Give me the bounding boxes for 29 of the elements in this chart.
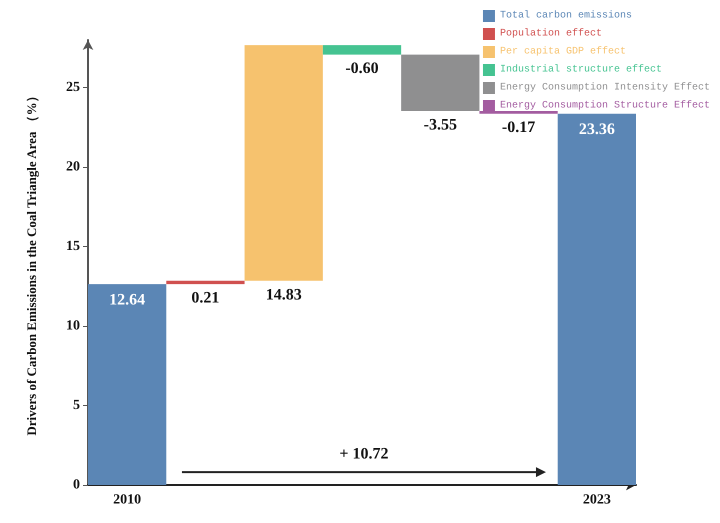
- y-tick-label: 15: [66, 239, 80, 254]
- bar: [322, 45, 402, 55]
- data-label: -0.60: [345, 60, 379, 78]
- legend-label: Population effect: [500, 28, 602, 40]
- legend-label: Energy Consumption Structure Effect: [500, 100, 710, 112]
- data-label: 0.21: [191, 290, 220, 307]
- y-tick-label: 5: [73, 398, 80, 414]
- bar: [166, 280, 245, 284]
- legend-label: Energy Consumption Intensity Effect: [500, 82, 710, 94]
- bar: [558, 114, 636, 485]
- data-label: -0.17: [502, 119, 536, 136]
- data-label: 23.36: [578, 121, 615, 138]
- bar: [88, 284, 166, 485]
- y-tick-label: 20: [66, 160, 80, 175]
- bar: [401, 54, 480, 112]
- bar: [244, 45, 323, 281]
- legend-label: Industrial structure effect: [500, 64, 662, 76]
- x-tick-label: 2010: [113, 492, 142, 508]
- y-tick-label: 25: [66, 80, 80, 96]
- data-label: 14.83: [266, 286, 302, 304]
- y-tick-label: 10: [66, 318, 80, 334]
- data-label: -3.55: [424, 116, 457, 134]
- annotation: + 10.72: [339, 446, 389, 463]
- legend-label: Per capita GDP effect: [500, 46, 626, 58]
- x-tick-label: 2023: [582, 492, 611, 508]
- legend-label: Total carbon emissions: [500, 10, 632, 22]
- data-label: 12.64: [109, 292, 146, 309]
- y-axis-title: Drivers of Carbon Emissions in the Coal Triangle Area （%）: [24, 89, 39, 436]
- y-tick-label: 0: [73, 478, 80, 492]
